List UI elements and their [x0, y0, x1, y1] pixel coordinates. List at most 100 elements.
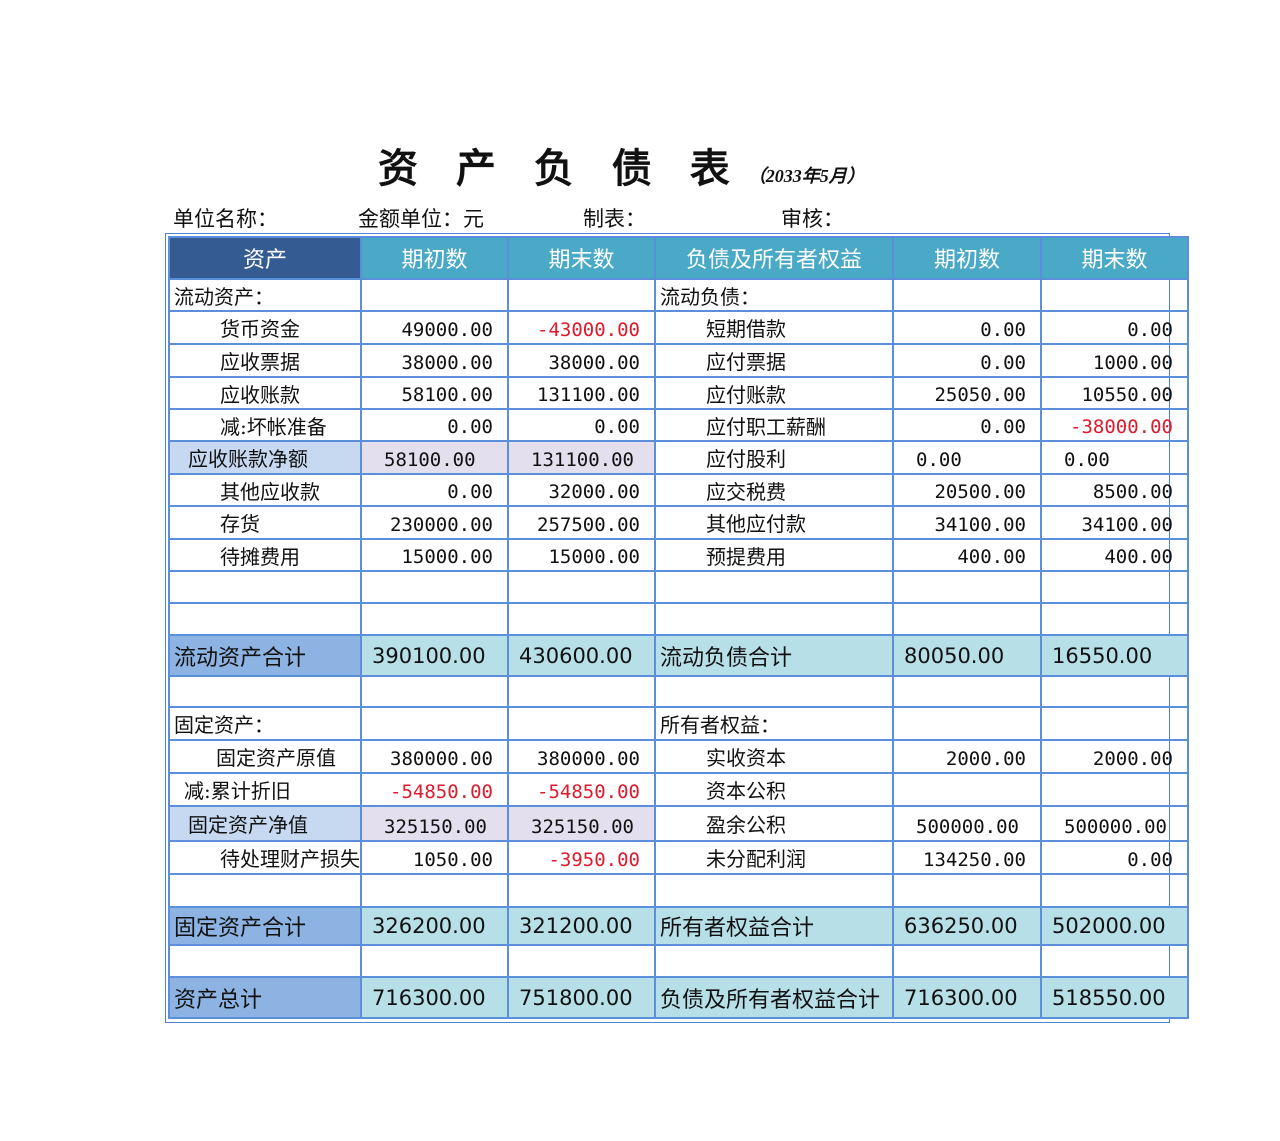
row-label-cell[interactable]: 应付职工薪酬 [654, 408, 894, 442]
row-label-cell[interactable]: 固定资产合计 [168, 906, 362, 946]
row-label-cell[interactable]: 应收票据 [168, 343, 362, 378]
amount-cell[interactable]: 500000.00 [1040, 805, 1189, 842]
amount-cell[interactable]: -43000.00 [507, 310, 656, 345]
row-label-cell[interactable]: 短期借款 [654, 310, 894, 345]
amount-cell[interactable]: 325150.00 [360, 805, 509, 842]
row-label-cell[interactable] [168, 570, 362, 604]
row-label-cell[interactable] [168, 675, 362, 708]
amount-cell[interactable] [1040, 944, 1189, 978]
row-label-cell[interactable]: 流动负债： [654, 278, 894, 312]
row-label-cell[interactable]: 减:累计折旧 [168, 772, 362, 807]
amount-cell[interactable]: 230000.00 [360, 505, 509, 540]
row-label-cell[interactable]: 流动负债合计 [654, 634, 894, 677]
amount-cell[interactable] [892, 570, 1042, 604]
amount-cell[interactable]: 502000.00 [1040, 906, 1189, 946]
row-label-cell[interactable] [168, 944, 362, 978]
row-label-cell[interactable]: 应收账款净额 [168, 440, 362, 475]
amount-cell[interactable]: 25050.00 [892, 376, 1042, 410]
amount-cell[interactable]: 131100.00 [507, 440, 656, 475]
amount-cell[interactable]: 325150.00 [507, 805, 656, 842]
row-label-cell[interactable]: 流动资产： [168, 278, 362, 312]
amount-cell[interactable]: 80050.00 [892, 634, 1042, 677]
amount-cell[interactable] [1040, 675, 1189, 708]
amount-cell[interactable]: 0.00 [360, 473, 509, 507]
amount-cell[interactable] [507, 873, 656, 908]
amount-cell[interactable]: 0.00 [892, 440, 1042, 475]
amount-cell[interactable]: 390100.00 [360, 634, 509, 677]
amount-cell[interactable]: 34100.00 [1040, 505, 1189, 540]
amount-cell[interactable]: 380000.00 [360, 739, 509, 774]
amount-cell[interactable]: 8500.00 [1040, 473, 1189, 507]
amount-cell[interactable]: 134250.00 [892, 840, 1042, 875]
amount-cell[interactable]: 2000.00 [1040, 739, 1189, 774]
row-label-cell[interactable]: 待处理财产损失 [168, 840, 362, 875]
amount-cell[interactable]: 518550.00 [1040, 976, 1189, 1019]
amount-cell[interactable]: 34100.00 [892, 505, 1042, 540]
row-label-cell[interactable]: 货币资金 [168, 310, 362, 345]
amount-cell[interactable]: -38000.00 [1040, 408, 1189, 442]
amount-cell[interactable] [360, 675, 509, 708]
column-header[interactable]: 期末数 [507, 236, 656, 280]
row-label-cell[interactable]: 预提费用 [654, 538, 894, 572]
row-label-cell[interactable]: 固定资产： [168, 706, 362, 741]
amount-cell[interactable]: 0.00 [892, 310, 1042, 345]
row-label-cell[interactable]: 流动资产合计 [168, 634, 362, 677]
amount-cell[interactable]: 0.00 [507, 408, 656, 442]
row-label-cell[interactable] [654, 873, 894, 908]
amount-cell[interactable]: 16550.00 [1040, 634, 1189, 677]
amount-cell[interactable]: 49000.00 [360, 310, 509, 345]
amount-cell[interactable]: 400.00 [892, 538, 1042, 572]
amount-cell[interactable]: -54850.00 [507, 772, 656, 807]
amount-cell[interactable] [1040, 772, 1189, 807]
amount-cell[interactable] [1040, 706, 1189, 741]
amount-cell[interactable]: 1000.00 [1040, 343, 1189, 378]
amount-cell[interactable]: 1050.00 [360, 840, 509, 875]
amount-cell[interactable] [892, 706, 1042, 741]
amount-cell[interactable]: 15000.00 [507, 538, 656, 572]
column-header[interactable]: 资产 [168, 236, 362, 280]
amount-cell[interactable] [507, 944, 656, 978]
amount-cell[interactable]: 400.00 [1040, 538, 1189, 572]
amount-cell[interactable] [1040, 873, 1189, 908]
amount-cell[interactable] [507, 570, 656, 604]
amount-cell[interactable]: 751800.00 [507, 976, 656, 1019]
amount-cell[interactable] [892, 772, 1042, 807]
row-label-cell[interactable]: 应付账款 [654, 376, 894, 410]
column-header[interactable]: 期初数 [360, 236, 509, 280]
amount-cell[interactable]: 32000.00 [507, 473, 656, 507]
amount-cell[interactable]: -54850.00 [360, 772, 509, 807]
row-label-cell[interactable]: 负债及所有者权益合计 [654, 976, 894, 1019]
column-header[interactable]: 期末数 [1040, 236, 1189, 280]
column-header[interactable]: 负债及所有者权益 [654, 236, 894, 280]
amount-cell[interactable] [360, 873, 509, 908]
amount-cell[interactable] [892, 675, 1042, 708]
amount-cell[interactable]: 326200.00 [360, 906, 509, 946]
row-label-cell[interactable]: 所有者权益： [654, 706, 894, 741]
amount-cell[interactable]: 716300.00 [360, 976, 509, 1019]
row-label-cell[interactable] [654, 602, 894, 636]
row-label-cell[interactable] [168, 602, 362, 636]
row-label-cell[interactable] [654, 570, 894, 604]
amount-cell[interactable]: 2000.00 [892, 739, 1042, 774]
row-label-cell[interactable]: 应交税费 [654, 473, 894, 507]
row-label-cell[interactable]: 固定资产净值 [168, 805, 362, 842]
amount-cell[interactable] [892, 602, 1042, 636]
amount-cell[interactable]: 15000.00 [360, 538, 509, 572]
amount-cell[interactable] [507, 706, 656, 741]
amount-cell[interactable]: 0.00 [1040, 310, 1189, 345]
amount-cell[interactable]: 58100.00 [360, 376, 509, 410]
amount-cell[interactable] [892, 944, 1042, 978]
row-label-cell[interactable]: 存货 [168, 505, 362, 540]
row-label-cell[interactable]: 待摊费用 [168, 538, 362, 572]
row-label-cell[interactable]: 所有者权益合计 [654, 906, 894, 946]
row-label-cell[interactable] [654, 675, 894, 708]
amount-cell[interactable]: 716300.00 [892, 976, 1042, 1019]
amount-cell[interactable]: 0.00 [892, 408, 1042, 442]
row-label-cell[interactable]: 未分配利润 [654, 840, 894, 875]
amount-cell[interactable]: 0.00 [1040, 840, 1189, 875]
amount-cell[interactable] [360, 570, 509, 604]
amount-cell[interactable] [360, 706, 509, 741]
amount-cell[interactable] [892, 278, 1042, 312]
amount-cell[interactable] [1040, 570, 1189, 604]
amount-cell[interactable]: 380000.00 [507, 739, 656, 774]
